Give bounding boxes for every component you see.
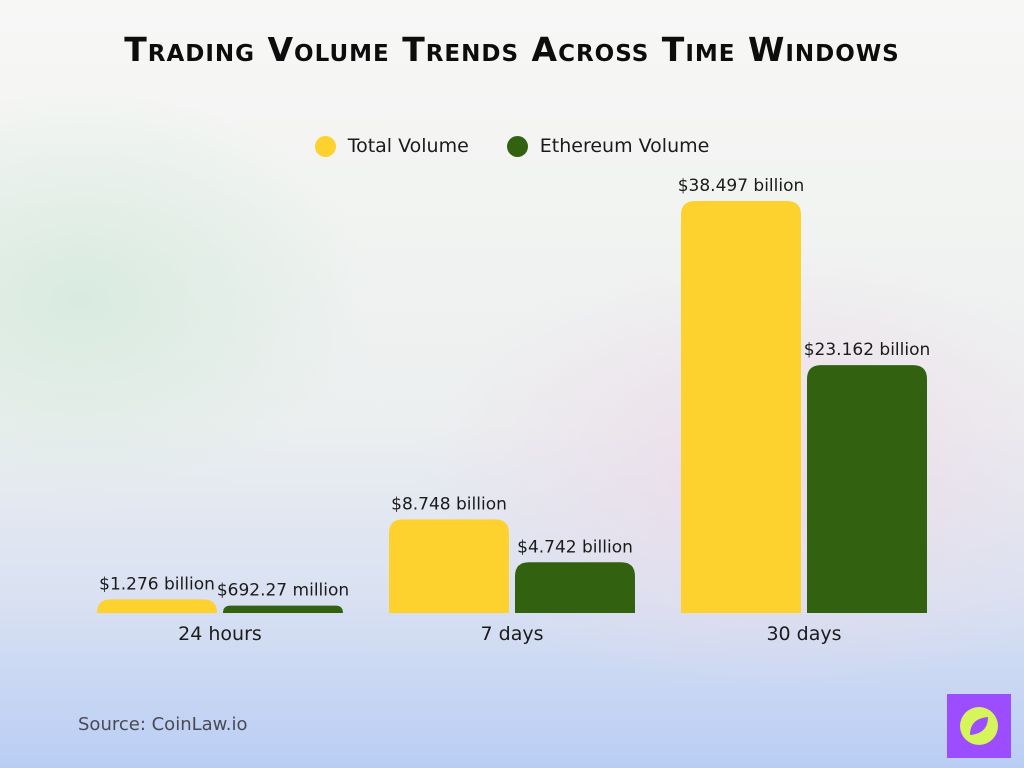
bar-ethereum-volume-7-days bbox=[515, 562, 635, 613]
legend-swatch-ethereum-volume bbox=[506, 135, 528, 157]
data-label-ethereum-volume-24-hours: $692.27 million bbox=[217, 581, 349, 601]
legend-label-total-volume: Total Volume bbox=[347, 135, 469, 157]
chart-legend: Total Volume Ethereum Volume bbox=[0, 135, 1024, 157]
bar-total-volume-30-days bbox=[681, 201, 801, 613]
compass-leaf-icon bbox=[960, 707, 998, 745]
x-tick-label-30-days: 30 days bbox=[766, 623, 841, 645]
bar-total-volume-24-hours bbox=[97, 599, 217, 613]
data-label-ethereum-volume-30-days: $23.162 billion bbox=[804, 340, 931, 360]
legend-item-total-volume: Total Volume bbox=[314, 135, 469, 157]
x-tick-label-24-hours: 24 hours bbox=[178, 623, 262, 645]
data-label-total-volume-7-days: $8.748 billion bbox=[391, 494, 507, 514]
legend-label-ethereum-volume: Ethereum Volume bbox=[539, 135, 710, 157]
brand-logo bbox=[947, 694, 1011, 758]
data-label-total-volume-30-days: $38.497 billion bbox=[678, 176, 805, 196]
source-note: Source: CoinLaw.io bbox=[78, 714, 248, 735]
bar-ethereum-volume-24-hours bbox=[223, 605, 343, 613]
data-label-ethereum-volume-7-days: $4.742 billion bbox=[517, 537, 633, 557]
bar-total-volume-7-days bbox=[389, 519, 509, 613]
legend-swatch-total-volume bbox=[314, 135, 336, 157]
chart-title: Trading Volume Trends Across Time Window… bbox=[124, 30, 900, 69]
x-tick-label-7-days: 7 days bbox=[481, 623, 544, 645]
data-label-total-volume-24-hours: $1.276 billion bbox=[99, 574, 215, 594]
legend-item-ethereum-volume: Ethereum Volume bbox=[506, 135, 710, 157]
bar-ethereum-volume-30-days bbox=[807, 365, 927, 613]
